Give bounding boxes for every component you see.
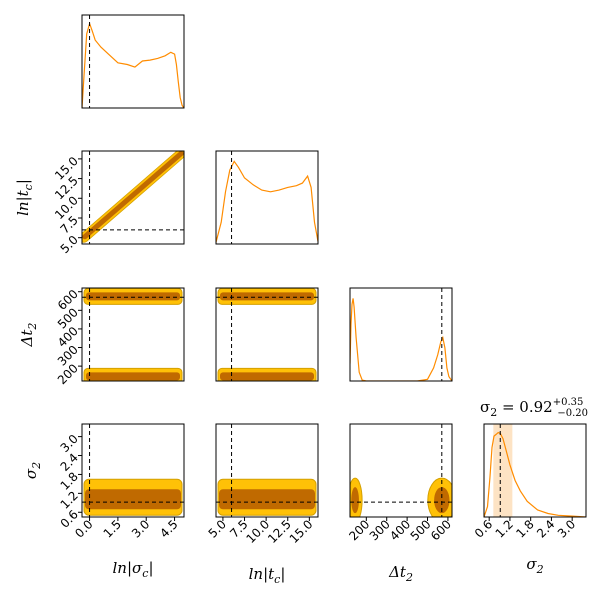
y-tick-label: 2.4 <box>58 451 81 474</box>
y-axis-label-ln-tc-: ln|tc| <box>14 179 35 216</box>
y-tick-label: 600 <box>55 287 81 313</box>
contour-inner <box>85 489 181 510</box>
x-tick-label: 5.0 <box>206 517 229 540</box>
x-tick-label: 1.5 <box>101 517 124 540</box>
x-axis-label--2: σ2 <box>526 555 543 576</box>
panel-1-1 <box>215 150 319 245</box>
panel-frame <box>483 423 587 518</box>
x-axis-label-ln-tc-: ln|tc| <box>249 565 286 586</box>
panel-frame <box>81 287 185 382</box>
panel-content <box>216 151 318 244</box>
y-tick-label: 1.8 <box>58 469 81 492</box>
panel-3-3: 0.61.21.82.43.0 <box>472 423 587 541</box>
marginal-line--t2 <box>350 298 452 381</box>
marginal-line-ln-tc- <box>216 160 318 243</box>
panel-content <box>350 424 452 517</box>
panel-2-2 <box>349 287 453 382</box>
contour-inner <box>434 487 450 514</box>
panel-content <box>82 151 184 244</box>
panel-frame <box>349 423 453 518</box>
y-tick-label: 3.0 <box>58 432 81 455</box>
x-tick-label: 3.0 <box>129 517 152 540</box>
panel-content <box>216 424 318 517</box>
panel-1-0: 5.07.510.012.515.0 <box>52 150 185 256</box>
y-axis-label--2: σ2 <box>22 462 43 479</box>
x-tick-label: 3.0 <box>555 517 578 540</box>
panel-frame <box>81 14 185 109</box>
contour-inner <box>351 487 359 514</box>
panel-0-0 <box>81 14 185 109</box>
marginal-line--2 <box>484 431 586 517</box>
contour-inner <box>219 489 315 510</box>
panel-content <box>82 288 184 381</box>
contour-inner <box>220 292 314 301</box>
panel-frame <box>215 150 319 245</box>
x-tick-label: 10.0 <box>243 517 272 546</box>
x-tick-label: 2.4 <box>534 517 557 540</box>
x-tick-label: 600 <box>428 517 454 543</box>
credible-interval-shade <box>493 424 513 517</box>
panel-content <box>350 288 452 381</box>
panel-3-1: 5.07.510.012.515.0 <box>206 423 319 546</box>
y-axis-label--t2: Δt2 <box>18 323 39 348</box>
y-tick-label: 1.2 <box>58 488 81 511</box>
panel-frame <box>349 287 453 382</box>
panel-3-0: 0.61.21.82.43.00.0 1.5 3.0 4.5 <box>58 423 185 541</box>
panel-frame <box>215 423 319 518</box>
y-tick-label: 5.0 <box>58 233 81 256</box>
x-tick-label: 0.6 <box>472 517 495 540</box>
panel-content <box>82 424 184 517</box>
contour-inner <box>220 372 314 381</box>
x-tick-label: 1.8 <box>513 517 536 540</box>
x-axis-label--t2: Δt2 <box>388 563 413 584</box>
panel-content <box>484 424 586 517</box>
panel-content <box>82 15 184 108</box>
sigma2-summary-title: σ2 = 0.92+0.35 −0.20 <box>480 397 588 419</box>
x-axis-label-ln-c-: ln|σc| <box>113 559 154 580</box>
corner-panels: 5.07.510.012.515.02003004005006000.61.21… <box>14 14 587 586</box>
panel-frame <box>81 423 185 518</box>
contour-inner <box>86 292 180 301</box>
panel-frame <box>215 287 319 382</box>
x-tick-label: 4.5 <box>157 517 180 540</box>
x-tick-label: 1.2 <box>493 517 516 540</box>
marginal-line-ln-c- <box>82 21 184 108</box>
panel-2-1 <box>215 287 319 382</box>
contour-inner <box>82 151 184 240</box>
panel-content <box>216 288 318 381</box>
x-tick-label: 12.5 <box>265 517 294 546</box>
panel-frame <box>81 150 185 245</box>
x-tick-label: 15.0 <box>287 517 316 546</box>
contour-inner <box>86 372 180 381</box>
